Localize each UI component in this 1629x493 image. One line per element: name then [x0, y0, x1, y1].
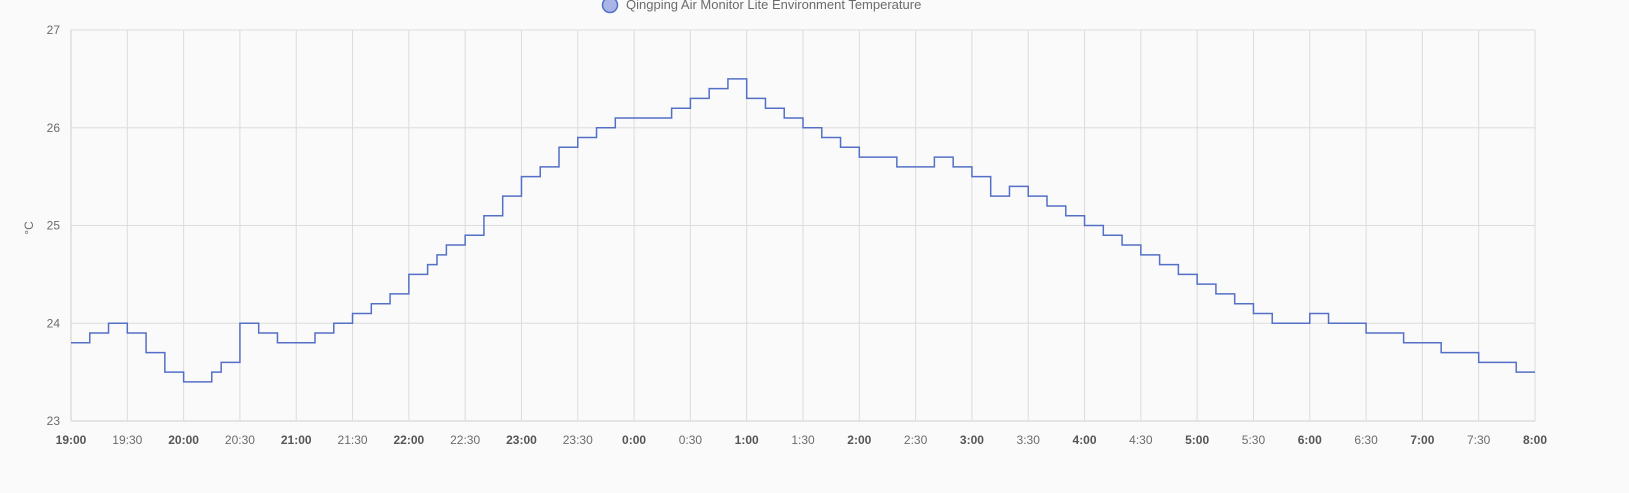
x-tick-label: 8:00 — [1523, 433, 1547, 447]
y-tick-label: 23 — [47, 414, 61, 428]
x-tick-label: 2:00 — [847, 433, 871, 447]
x-tick-label: 21:00 — [281, 433, 312, 447]
x-tick-label: 23:30 — [563, 433, 593, 447]
legend[interactable]: Qingping Air Monitor Lite Environment Te… — [601, 0, 922, 14]
y-tick-label: 26 — [47, 121, 61, 135]
x-tick-label: 3:30 — [1017, 433, 1041, 447]
x-tick-label: 1:30 — [791, 433, 815, 447]
x-tick-label: 3:00 — [960, 433, 984, 447]
x-axis: 19:00 19:30 20:00 20:30 21:00 21:30 22:00 22:30… — [56, 433, 1548, 447]
grid-layer — [70, 29, 1536, 422]
x-tick-label: 19:00 — [56, 433, 87, 447]
x-tick-label: 7:30 — [1467, 433, 1491, 447]
series-layer — [71, 78, 1535, 383]
x-tick-label: 6:00 — [1298, 433, 1322, 447]
x-tick-label: 22:30 — [450, 433, 480, 447]
y-tick-label: 27 — [47, 23, 61, 37]
x-tick-label: 5:30 — [1242, 433, 1266, 447]
legend-label[interactable]: Qingping Air Monitor Lite Environment Te… — [626, 0, 921, 12]
x-tick-label: 20:00 — [168, 433, 199, 447]
y-tick-label: 25 — [47, 219, 61, 233]
x-tick-label: 21:30 — [338, 433, 368, 447]
series-line-0[interactable] — [71, 78, 1535, 383]
x-tick-label: 6:30 — [1354, 433, 1378, 447]
x-tick-label: 4:30 — [1129, 433, 1153, 447]
x-tick-label: 0:30 — [679, 433, 703, 447]
x-tick-label: 2:30 — [904, 433, 928, 447]
y-tick-label: 24 — [47, 316, 61, 330]
x-tick-label: 19:30 — [112, 433, 142, 447]
x-tick-label: 20:30 — [225, 433, 255, 447]
x-tick-label: 4:00 — [1073, 433, 1097, 447]
x-tick-label: 22:00 — [393, 433, 424, 447]
legend-swatch-icon[interactable] — [601, 0, 619, 14]
x-tick-label: 0:00 — [622, 433, 646, 447]
y-axis: 23 24 25 26 27 — [47, 23, 61, 428]
x-tick-label: 1:00 — [735, 433, 759, 447]
x-tick-label: 5:00 — [1185, 433, 1209, 447]
y-axis-label: °C — [22, 221, 36, 235]
x-tick-label: 7:00 — [1410, 433, 1434, 447]
x-tick-label: 23:00 — [506, 433, 537, 447]
